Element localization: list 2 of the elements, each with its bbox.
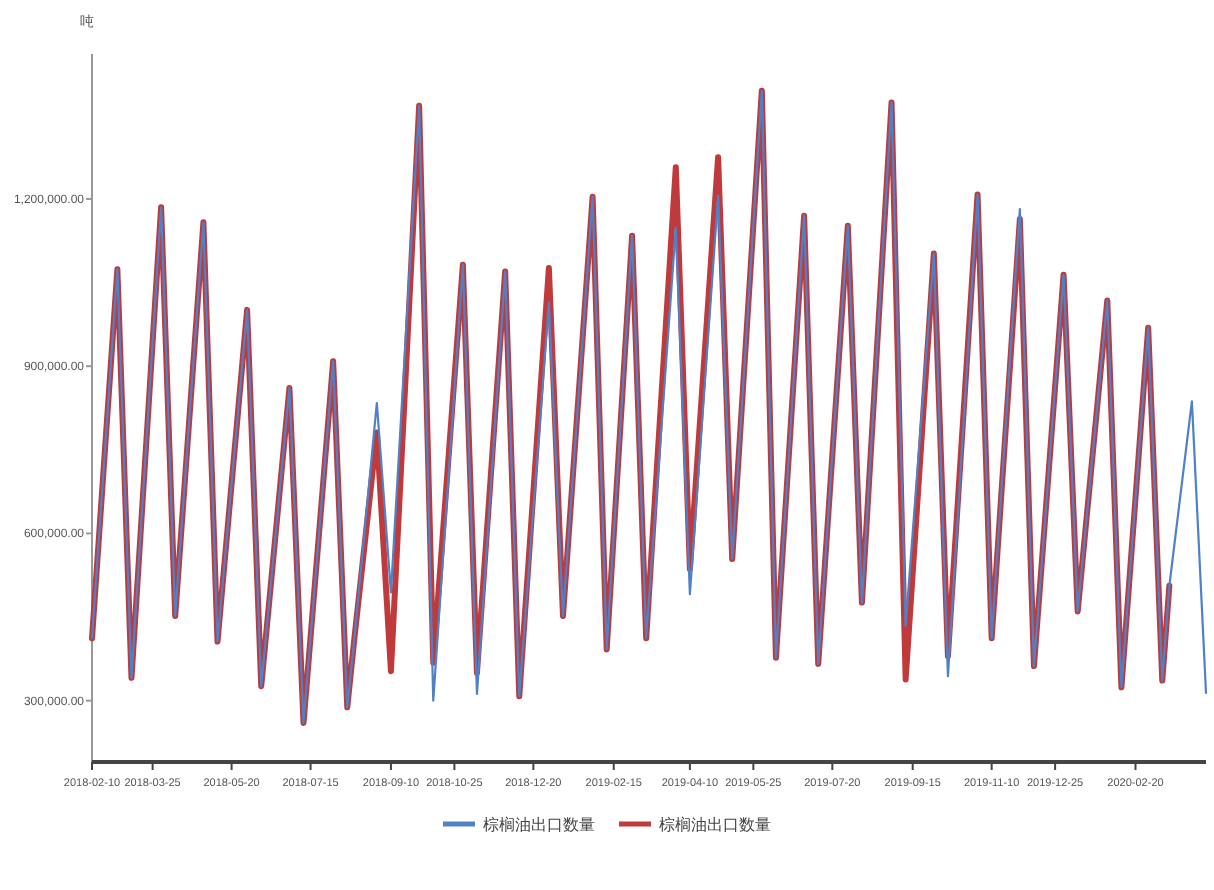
- legend-label: 棕榈油出口数量: [659, 816, 771, 834]
- legend-label: 棕榈油出口数量: [483, 816, 595, 834]
